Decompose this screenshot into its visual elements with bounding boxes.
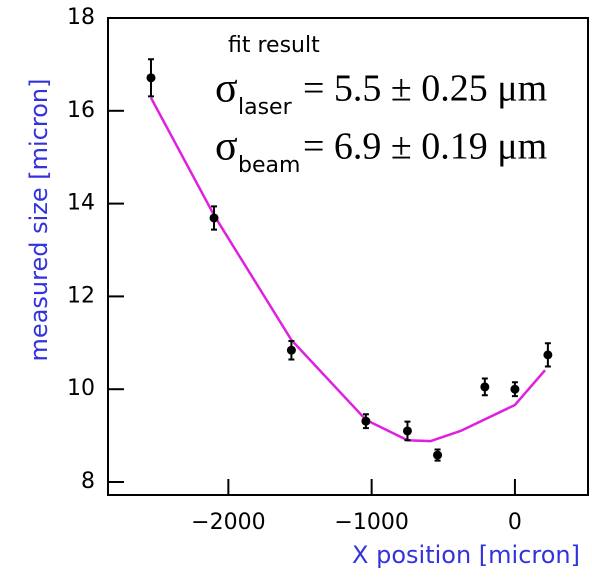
y-axis-label: measured size [micron] — [25, 79, 53, 362]
fit-annotation: σ laser = 5.5 ± 0.25 μm σ beam = 6.9 ± 0… — [215, 66, 547, 178]
data-point — [402, 426, 412, 436]
data-point — [146, 73, 156, 83]
annotation-title: fit result — [228, 33, 320, 58]
y-tick-label: 18 — [67, 5, 95, 30]
y-tick-label: 16 — [67, 98, 95, 123]
data-point — [361, 416, 371, 426]
x-tick-label: 0 — [508, 510, 522, 535]
data-point — [543, 350, 553, 360]
y-tick-label: 12 — [67, 283, 95, 308]
data-point — [209, 213, 219, 223]
data-point — [510, 384, 520, 394]
fit-value: = 6.9 ± 0.19 μm — [303, 126, 547, 168]
x-tick-label: −1000 — [334, 510, 408, 535]
plot-frame — [107, 17, 589, 496]
data-point — [480, 382, 490, 392]
data-point — [286, 345, 296, 355]
y-tick-label: 8 — [81, 469, 95, 494]
data-point — [433, 450, 443, 460]
x-axis-label: X position [micron] — [352, 541, 580, 569]
y-tick-label: 14 — [67, 191, 95, 216]
fit-value: = 5.5 ± 0.25 μm — [303, 68, 547, 110]
subscript: laser — [238, 95, 293, 120]
x-tick-label: −2000 — [191, 510, 265, 535]
y-tick-label: 10 — [67, 376, 95, 401]
sigma: σ — [215, 66, 238, 112]
subscript: beam — [238, 153, 300, 178]
sigma: σ — [215, 124, 238, 170]
